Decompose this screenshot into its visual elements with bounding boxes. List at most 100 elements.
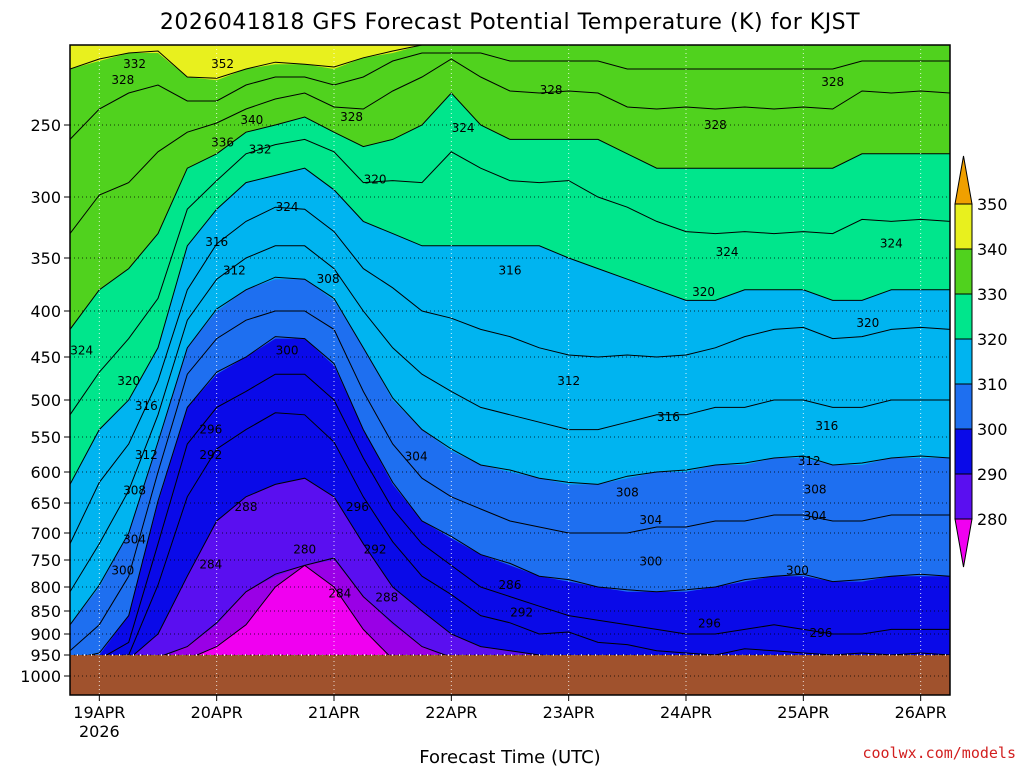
theta-filled-bands [70,45,950,695]
isentrope-line-324 [70,138,950,416]
colorbar-segment-0 [954,203,973,250]
isentrope-line-340 [70,45,950,79]
plot-frame [69,44,951,696]
contour-label-296: 296 [346,500,369,514]
x-tick-label-22APR: 22APR [425,703,477,722]
contour-label-336: 336 [211,135,234,149]
contour-label-308: 308 [123,484,146,498]
contour-label-324: 324 [452,121,475,135]
contour-label-352: 352 [211,57,234,71]
x-tick-label-26APR: 26APR [895,703,947,722]
isentrope-line-316 [70,206,950,545]
contour-label-320: 320 [364,173,387,187]
y-tick-label-900: 900 [30,625,61,644]
chart-title: 2026041818 GFS Forecast Potential Temper… [160,10,860,35]
y-tick-label-750: 750 [30,551,61,570]
y-tick-label-600: 600 [30,463,61,482]
contour-label-328: 328 [340,110,363,124]
x-tick-sublabel-2026: 2026 [79,722,120,741]
contour-label-308: 308 [317,272,340,286]
colorbar-label-320: 320 [977,330,1008,349]
contour-label-324: 324 [716,245,739,259]
y-tick-label-500: 500 [30,391,61,410]
contour-label-296: 296 [698,616,721,630]
isentrope-line-312 [70,245,950,593]
contour-label-332: 332 [249,142,272,156]
y-tick-label-400: 400 [30,302,61,321]
contour-label-320: 320 [692,285,715,299]
contour-label-284: 284 [328,587,351,601]
y-tick-label-300: 300 [30,188,61,207]
contour-label-316: 316 [815,419,838,433]
contour-label-328: 328 [111,73,134,87]
colorbar-segment-4 [954,383,973,430]
contour-label-340: 340 [240,113,263,127]
y-tick-label-250: 250 [30,116,61,135]
x-axis-label: Forecast Time (UTC) [419,747,600,768]
colorbar-label-290: 290 [977,465,1008,484]
contour-label-300: 300 [276,344,299,358]
colorbar-label-280: 280 [977,510,1008,529]
colorbar-label-300: 300 [977,420,1008,439]
contour-label-316: 316 [135,399,158,413]
contour-label-320: 320 [856,316,879,330]
contour-label-304: 304 [639,513,662,527]
x-tick-label-25APR: 25APR [777,703,829,722]
colorbar-label-350: 350 [977,195,1008,214]
contour-label-288: 288 [235,500,258,514]
y-tick-label-450: 450 [30,348,61,367]
contour-label-324: 324 [880,236,903,250]
contour-label-328: 328 [540,83,563,97]
contour-label-296: 296 [809,626,832,640]
contour-label-280: 280 [293,543,316,557]
contour-label-304: 304 [123,532,146,546]
x-tick-label-20APR: 20APR [191,703,243,722]
x-tick-label-24APR: 24APR [660,703,712,722]
y-tick-label-650: 650 [30,494,61,513]
dotted-grid [70,45,950,695]
contour-label-316: 316 [205,235,228,249]
contour-label-316: 316 [499,264,522,278]
y-tick-label-700: 700 [30,524,61,543]
y-tick-label-1000: 1000 [20,667,61,686]
contour-label-328: 328 [704,118,727,132]
ground-fill [70,655,950,695]
contour-labels: 332 328 352 340 336 332 328 324 328 328 328 320 324 3… [70,57,903,640]
colorbar-segment-6 [954,473,973,520]
colorbar-over-triangle [954,155,973,205]
isentrope-line-332 [70,58,950,234]
colorbar-legend: 350 340 330 320 310 300 290 280 [954,155,1008,568]
colorbar-label-330: 330 [977,285,1008,304]
contour-label-324: 324 [276,200,299,214]
contour-label-292: 292 [510,605,533,619]
y-tick-label-350: 350 [30,249,61,268]
y-tick-label-550: 550 [30,428,61,447]
contour-label-308: 308 [616,485,639,499]
y-axis-pressure: 250 300 350 400 450 500 550 600 650 700 750 800 850 9… [20,116,70,686]
contour-label-292: 292 [364,543,387,557]
contour-label-316: 316 [657,410,680,424]
colorbar-segment-2 [954,293,973,340]
colorbar-label-310: 310 [977,375,1008,394]
isentrope-line-300 [70,336,950,660]
colorbar-segment-1 [954,248,973,295]
contour-label-284: 284 [199,557,222,571]
contour-label-296: 296 [199,423,222,437]
y-tick-label-850: 850 [30,602,61,621]
contour-label-304: 304 [405,450,428,464]
contour-label-312: 312 [557,374,580,388]
contour-label-308: 308 [804,482,827,496]
isentrope-line-304 [70,310,950,652]
contour-label-292: 292 [199,448,222,462]
x-tick-label-21APR: 21APR [308,703,360,722]
contour-label-312: 312 [135,448,158,462]
y-tick-label-800: 800 [30,578,61,597]
contour-label-324: 324 [70,344,93,358]
contour-label-300: 300 [111,563,134,577]
contour-label-332: 332 [123,57,146,71]
x-tick-label-23APR: 23APR [543,703,595,722]
contour-label-312: 312 [223,264,246,278]
contour-label-300: 300 [639,555,662,569]
colorbar-segment-5 [954,428,973,475]
